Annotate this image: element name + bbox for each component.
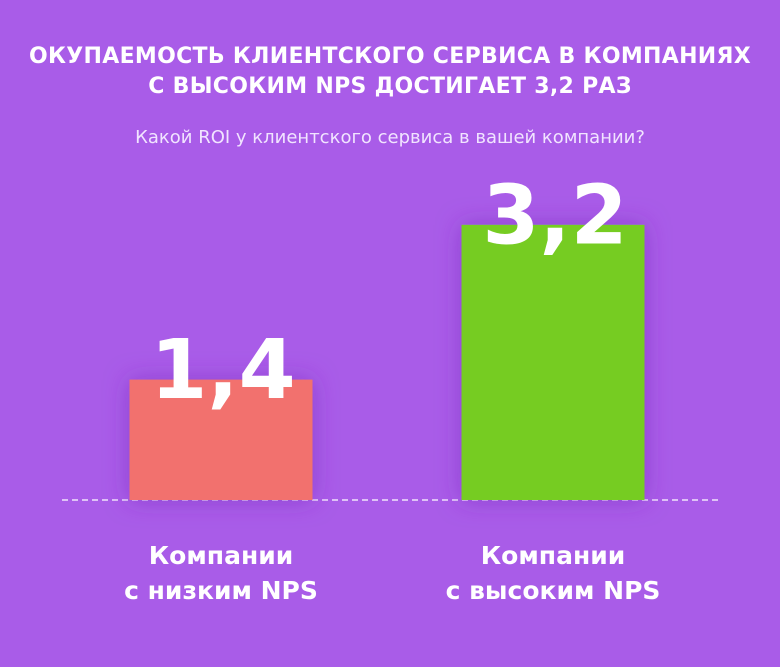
category-label: Компании с высоким NPS [445, 541, 661, 605]
chart-title: ОКУПАЕМОСТЬ КЛИЕНТСКОГО СЕРВИСА В КОМПАН… [29, 44, 751, 99]
bar [461, 224, 645, 501]
chart-subtitle: Какой ROI у клиентского сервиса в вашей … [135, 127, 645, 148]
value-label: 3,2 [482, 168, 627, 263]
category-label: Компании с низким NPS [124, 541, 318, 605]
bar [129, 379, 313, 500]
value-label: 1,4 [150, 323, 295, 418]
